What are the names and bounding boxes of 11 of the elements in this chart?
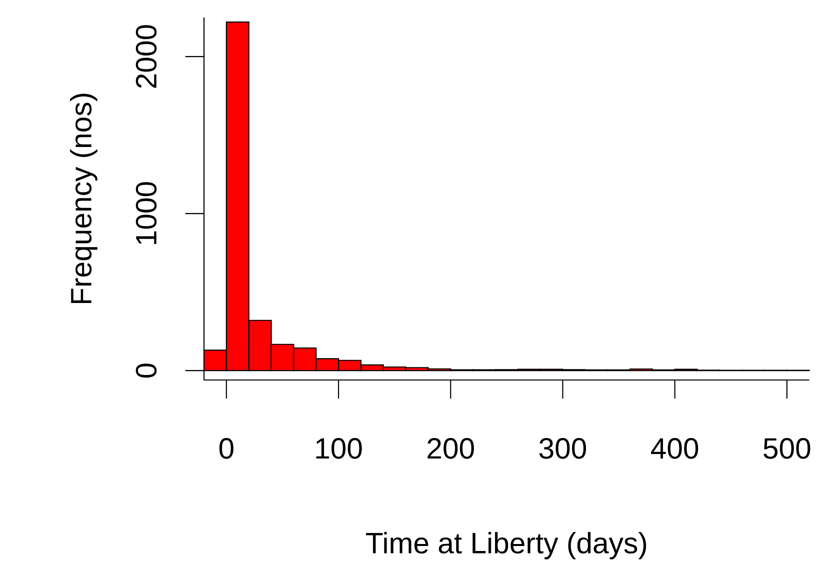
x-tick-label: 200 <box>428 438 474 459</box>
x-axis-title: Time at Liberty (days) <box>366 532 646 560</box>
y-tick-label: 1000 <box>136 182 157 244</box>
x-tick-label: 400 <box>651 438 698 459</box>
x-tick-label: 0 <box>219 438 234 459</box>
y-tick-label: 2000 <box>136 25 157 88</box>
y-axis-title: Frequency (nos) <box>70 94 98 304</box>
x-tick-label: 300 <box>539 438 586 459</box>
x-tick-label: 100 <box>316 438 362 459</box>
y-tick-label: 0 <box>136 364 157 378</box>
x-tick-label: 500 <box>764 438 810 459</box>
